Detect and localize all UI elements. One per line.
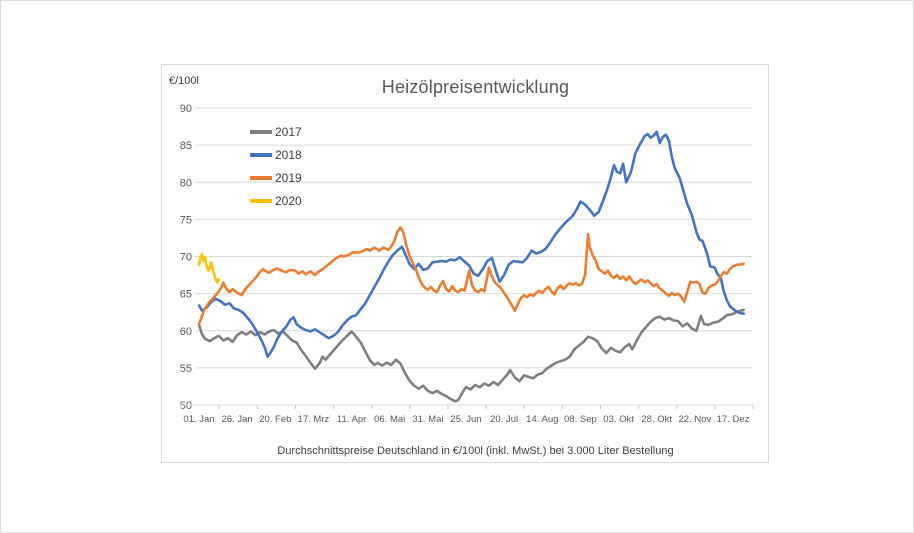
series-line-2017 [197, 308, 746, 403]
plot-area: 50 55 60 65 70 75 80 85 90 01. Jan 26. Jan 20. Feb 1… [180, 103, 754, 425]
legend-item-2019: 2019 [250, 171, 302, 185]
x-tick-label: 20. Feb [259, 414, 291, 425]
legend-label-2018: 2018 [275, 148, 302, 162]
x-tick-label: 25. Jun [450, 414, 481, 425]
chart-caption: Durchschnittspreise Deutschland in €/100… [277, 445, 674, 457]
x-tick-label: 01. Jan [183, 414, 214, 425]
series-line-2019 [197, 226, 746, 326]
legend-item-2017: 2017 [250, 125, 302, 139]
legend-label-2017: 2017 [275, 125, 302, 139]
y-tick-label: 90 [180, 103, 192, 115]
y-tick-label: 85 [180, 140, 192, 152]
x-tick-label: 11. Apr [337, 414, 366, 425]
x-tick-label: 22. Nov [679, 414, 712, 425]
y-tick-label: 55 [180, 363, 192, 375]
y-tick-label: 80 [180, 177, 192, 189]
legend-swatch-2020 [250, 199, 272, 203]
legend-swatch-2018 [250, 153, 272, 157]
x-tick-label: 26. Jan [222, 414, 253, 425]
x-tick-label: 17. Mrz [298, 414, 330, 425]
legend-swatch-2019 [250, 176, 272, 180]
chart-legend: 2017 2018 2019 2020 [250, 125, 302, 208]
y-axis-unit-label: €/100l [169, 75, 199, 87]
x-tick-label: 28. Okt [641, 414, 672, 425]
heating-oil-price-chart: €/100l Heizölpreisentwicklung 2017 2018 20… [161, 64, 769, 463]
legend-swatch-2017 [250, 130, 272, 134]
legend-label-2020: 2020 [275, 194, 302, 208]
series-line-2018 [197, 130, 746, 359]
y-tick-label: 50 [180, 400, 192, 412]
series-line-2020 [197, 253, 221, 284]
legend-item-2020: 2020 [250, 194, 302, 208]
x-tick-label: 06. Mai [374, 414, 405, 425]
x-tick-label: 14. Aug [526, 414, 558, 425]
y-tick-label: 70 [180, 252, 192, 264]
y-tick-label: 60 [180, 326, 192, 338]
y-tick-label: 65 [180, 289, 192, 301]
x-tick-label: 20. Jul [490, 414, 518, 425]
x-tick-label: 08. Sep [564, 414, 597, 425]
x-tick-label: 31. Mai [412, 414, 443, 425]
legend-label-2019: 2019 [275, 171, 302, 185]
legend-item-2018: 2018 [250, 148, 302, 162]
x-tick-label: 03. Okt [603, 414, 634, 425]
x-tick-label: 17. Dez [717, 414, 750, 425]
y-tick-label: 75 [180, 214, 192, 226]
chart-title: Heizölpreisentwicklung [381, 77, 570, 97]
